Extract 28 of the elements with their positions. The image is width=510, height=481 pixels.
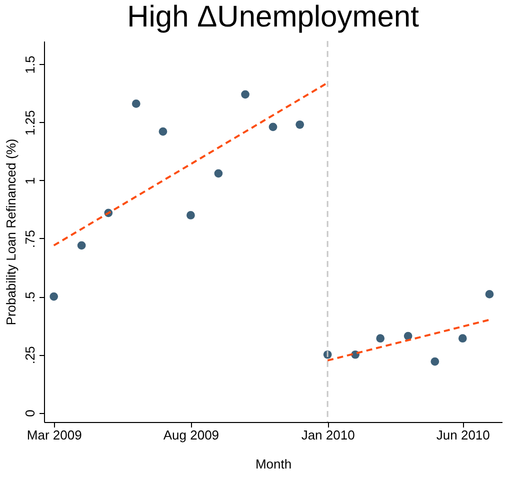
point <box>214 169 223 178</box>
point <box>404 332 412 340</box>
x-tick-label: Mar 2009 <box>26 428 82 442</box>
y-tick-label: 1 <box>22 177 38 185</box>
x-tick-label: Aug 2009 <box>163 428 220 442</box>
y-axis-title: Probability Loan Refinanced (%) <box>4 138 18 326</box>
x-tick-label: Jan 2010 <box>301 428 355 442</box>
chart-title: High ΔUnemployment <box>127 0 420 34</box>
point <box>485 290 494 298</box>
point <box>186 211 195 220</box>
point <box>77 241 86 250</box>
point <box>296 120 304 129</box>
y-tick-label: .5 <box>22 292 38 302</box>
y-tick-label: 1.5 <box>22 56 38 74</box>
point <box>376 334 385 343</box>
x-tick-label: Jun 2010 <box>436 428 490 442</box>
y-tick-label: .25 <box>22 346 38 364</box>
point <box>430 357 440 366</box>
point <box>268 122 278 132</box>
point <box>158 127 168 136</box>
point <box>50 292 58 301</box>
y-tick-label: 0 <box>22 410 38 417</box>
point <box>132 100 140 108</box>
y-tick-label: .75 <box>22 230 38 248</box>
point <box>241 90 250 99</box>
y-tick-label: 1.25 <box>22 110 38 136</box>
point <box>458 334 467 343</box>
x-axis-title: Month <box>255 456 292 472</box>
